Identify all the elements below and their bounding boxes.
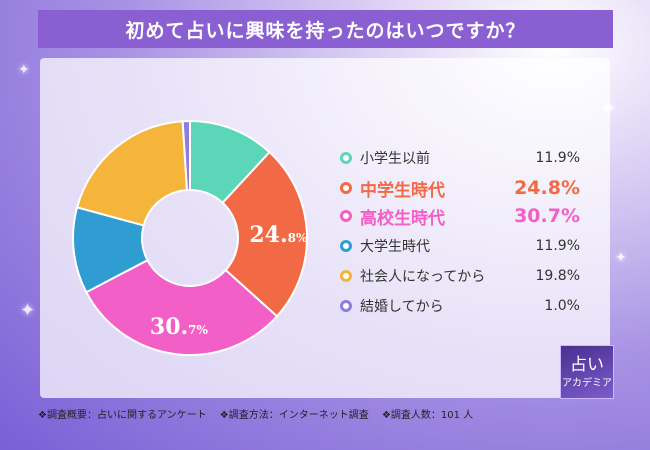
legend-marker-icon [340, 300, 352, 312]
legend-marker-icon [340, 152, 352, 164]
legend-label: 小学生以前 [360, 151, 430, 167]
legend-label: 大学生時代 [360, 239, 430, 255]
legend-item: 社会人になってから 19.8% [340, 263, 580, 289]
legend-value: 11.9% [535, 150, 580, 166]
academia-logo: 占い アカデミア [560, 345, 614, 399]
legend-marker-icon [340, 240, 352, 252]
legend-marker-icon [340, 210, 352, 222]
survey-method: ❖調査方法：インターネット調査 [219, 410, 369, 421]
legend-marker-icon [340, 270, 352, 282]
legend-value: 24.8% [514, 177, 580, 199]
page-title: 初めて占いに興味を持ったのはいつですか？ [38, 10, 613, 48]
legend-value: 19.8% [535, 268, 580, 284]
legend-label: 結婚してから [360, 299, 444, 315]
survey-footer: ❖調査概要：占いに関するアンケート ❖調査方法：インターネット調査 ❖調査人数：… [38, 406, 483, 421]
legend-value: 30.7% [514, 205, 580, 227]
slice-value-label: 24.8% [249, 222, 308, 248]
donut-slice-3 [84, 258, 279, 356]
logo-line2: アカデミア [562, 377, 612, 389]
legend-item: 高校生時代 30.7% [340, 203, 580, 229]
legend-item: 結婚してから 1.0% [340, 293, 580, 319]
legend-value: 1.0% [544, 298, 580, 314]
donut-slice-6 [181, 119, 191, 192]
slice-value-label: 30.7% [150, 314, 209, 340]
sparkle-icon: ✦ [615, 250, 627, 266]
legend-value: 11.9% [535, 238, 580, 254]
sparkle-icon: ✦ [18, 62, 30, 78]
donut-slice-5 [75, 120, 189, 227]
legend-marker-icon [340, 182, 352, 194]
legend-label: 中学生時代 [360, 180, 445, 201]
survey-respondents: ❖調査人数：101 人 [381, 410, 474, 421]
survey-overview: ❖調査概要：占いに関するアンケート [38, 410, 207, 421]
logo-line1: 占い [570, 354, 604, 375]
legend-label: 社会人になってから [360, 269, 486, 285]
sparkle-icon: ✦ [20, 300, 36, 321]
legend-item: 大学生時代 11.9% [340, 233, 580, 259]
legend-label: 高校生時代 [360, 208, 445, 229]
legend-item: 小学生以前 11.9% [340, 145, 580, 171]
donut-slice-2 [221, 150, 308, 318]
legend-item: 中学生時代 24.8% [340, 175, 580, 201]
